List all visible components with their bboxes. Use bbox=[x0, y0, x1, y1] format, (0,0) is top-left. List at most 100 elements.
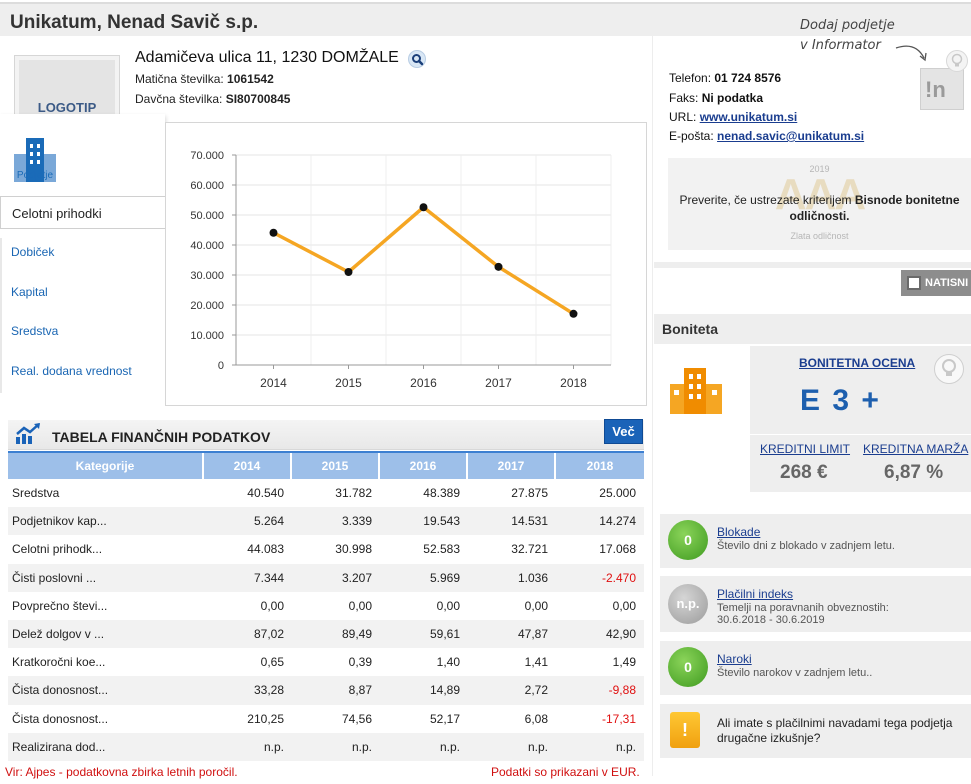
placilni-indeks-badge: n.p. bbox=[668, 584, 708, 624]
contact-email: E-pošta: nenad.savic@unikatum.si bbox=[669, 129, 864, 143]
bonitetna-ocena-link[interactable]: BONITETNA OCENA bbox=[799, 356, 916, 370]
table-row: Čisti poslovni ... 7.344 3.207 5.969 1.036 -2… bbox=[8, 563, 644, 592]
header-bar: Unikatum, Nenad Savič s.p. bbox=[0, 2, 971, 36]
maticna-line: Matična številka: 1061542 bbox=[135, 72, 274, 86]
boniteta-title-bar: Boniteta bbox=[654, 314, 971, 344]
kreditna-marza-link[interactable]: KREDITNA MARŽA bbox=[863, 442, 969, 456]
lightbulb-icon[interactable] bbox=[934, 354, 964, 384]
col-header-2018[interactable]: 2018 bbox=[556, 453, 644, 479]
table-row: Kratkoročni koe... 0,65 0,39 1,40 1,41 1,49 bbox=[8, 648, 644, 676]
naroki-desc: Število narokov v zadnjem letu.. bbox=[717, 667, 873, 679]
award-year: 2019 bbox=[809, 164, 830, 174]
print-button[interactable]: NATISNI bbox=[901, 270, 971, 296]
status-card-feedback[interactable]: ! Ali imate s plačilnimi navadami tega p… bbox=[660, 704, 971, 758]
x-tick-label: 2014 bbox=[260, 376, 287, 390]
lightbulb-icon[interactable] bbox=[946, 50, 968, 72]
row-value: 44.083 bbox=[247, 542, 284, 557]
row-value: -9,88 bbox=[556, 676, 644, 705]
printer-icon bbox=[907, 276, 921, 290]
tab-celotni-prihodki[interactable]: Celotni prihodki bbox=[0, 196, 166, 229]
informator-line2: v Informator bbox=[800, 38, 881, 53]
placilni-indeks-link[interactable]: Plačilni indeks bbox=[717, 587, 794, 601]
col-header-2015[interactable]: 2015 bbox=[292, 453, 380, 479]
row-value: 25.000 bbox=[599, 486, 636, 501]
row-value: 14.274 bbox=[556, 507, 644, 536]
status-card-placilni-indeks: n.p. Plačilni indeks Temelji na poravnan… bbox=[660, 576, 971, 632]
row-value: 1,49 bbox=[612, 655, 636, 670]
row-value: 19.543 bbox=[380, 507, 468, 536]
tab-dobicek[interactable]: Dobiček bbox=[11, 245, 55, 259]
col-header-2017[interactable]: 2017 bbox=[468, 453, 556, 479]
warning-icon: ! bbox=[670, 712, 700, 748]
arrow-icon bbox=[895, 45, 927, 62]
currency-note: Podatki so prikazani v EUR. bbox=[491, 765, 640, 779]
row-value: 0,00 bbox=[436, 598, 460, 613]
fax-label: Faks: bbox=[669, 91, 699, 105]
table-row: Delež dolgov v ... 87,02 89,49 59,61 47,87 42… bbox=[8, 619, 644, 649]
add-to-informator-note[interactable]: Dodaj podjetje v Informator bbox=[800, 16, 910, 56]
col-header-2016[interactable]: 2016 bbox=[380, 453, 468, 479]
row-label: Čisti poslovni ... bbox=[8, 563, 204, 592]
row-value: 2,72 bbox=[468, 676, 556, 705]
row-label: Delež dolgov v ... bbox=[8, 619, 204, 649]
blokade-link[interactable]: Blokade bbox=[717, 525, 761, 539]
revenue-chart-svg: 0 10.000 20.000 30.000 40.000 50.000 60.000 70.… bbox=[190, 150, 612, 390]
feedback-question: Ali imate s plačilnimi navadami tega pod… bbox=[717, 716, 953, 745]
informator-line1: Dodaj podjetje bbox=[800, 18, 895, 33]
row-value: 1,41 bbox=[524, 655, 548, 670]
naroki-badge: 0 bbox=[668, 647, 708, 687]
excellence-award-banner[interactable]: 2019 AAA Preverite, če ustrezate kriteri… bbox=[668, 158, 971, 250]
tab-real-dodana-vrednost[interactable]: Real. dodana vrednost bbox=[11, 364, 132, 378]
kreditni-limit-link[interactable]: KREDITNI LIMIT bbox=[760, 442, 851, 456]
y-tick-label: 30.000 bbox=[190, 270, 224, 282]
col-header-kategorije[interactable]: Kategorije bbox=[8, 453, 204, 479]
informator-badge[interactable]: !n bbox=[920, 68, 964, 110]
row-value: 74,56 bbox=[341, 711, 372, 726]
row-label: Povprečno števi... bbox=[12, 598, 108, 613]
row-value: n.p. bbox=[292, 732, 380, 761]
email-link[interactable]: nenad.savic@unikatum.si bbox=[717, 129, 865, 143]
column-divider bbox=[652, 36, 653, 776]
row-value: 14.531 bbox=[468, 507, 556, 536]
email-label: E-pošta: bbox=[669, 129, 714, 143]
more-button[interactable]: Več bbox=[604, 419, 643, 444]
x-tick-label: 2016 bbox=[410, 376, 437, 390]
row-value: 6,08 bbox=[524, 711, 548, 726]
row-label: Realizirana dod... bbox=[8, 732, 204, 761]
orange-building-icon bbox=[670, 368, 722, 414]
row-value: 47,87 bbox=[468, 619, 556, 649]
tab-sredstva[interactable]: Sredstva bbox=[11, 324, 59, 338]
row-value: -17,31 bbox=[601, 711, 636, 726]
row-value: 3.207 bbox=[292, 563, 380, 592]
data-point bbox=[344, 268, 353, 277]
table-row: Celotni prihodk... 44.083 30.998 52.583 32.7… bbox=[8, 535, 644, 563]
logo-placeholder: LOGOTIP bbox=[14, 55, 120, 125]
award-text-bold: Bisnode bonitetne odličnosti. bbox=[789, 193, 960, 223]
row-value: 32.721 bbox=[511, 542, 548, 557]
row-value: -2.470 bbox=[556, 563, 644, 592]
davcna-line: Davčna številka: SI80700845 bbox=[135, 92, 290, 106]
row-value: 59,61 bbox=[380, 619, 468, 649]
source-note: Vir: Ajpes - podatkovna zbirka letnih po… bbox=[5, 765, 238, 779]
davcna-value: SI80700845 bbox=[225, 92, 291, 106]
row-value: 5.264 bbox=[204, 507, 292, 536]
tab-kapital[interactable]: Kapital bbox=[11, 285, 48, 299]
col-header-2014[interactable]: 2014 bbox=[204, 453, 292, 479]
financial-table-header: TABELA FINANČNIH PODATKOV bbox=[8, 420, 644, 450]
series-line bbox=[272, 205, 575, 316]
print-button-label: NATISNI bbox=[925, 277, 969, 289]
revenue-chart: 0 10.000 20.000 30.000 40.000 50.000 60.000 70.… bbox=[165, 122, 647, 406]
row-value: 52.583 bbox=[423, 542, 460, 557]
data-point bbox=[494, 262, 503, 271]
kreditna-marza-value: 6,87 % bbox=[884, 462, 944, 483]
row-label: Kratkoročni koe... bbox=[12, 655, 106, 670]
table-accent-line bbox=[8, 451, 644, 453]
row-label: Čista donosnost... bbox=[12, 711, 109, 726]
map-search-icon[interactable] bbox=[408, 50, 426, 68]
row-value: n.p. bbox=[468, 732, 556, 761]
row-value: 8,87 bbox=[292, 676, 380, 705]
url-link[interactable]: www.unikatum.si bbox=[699, 110, 798, 124]
naroki-link[interactable]: Naroki bbox=[717, 652, 752, 666]
x-tick-label: 2015 bbox=[335, 376, 362, 390]
divider-bar bbox=[654, 262, 971, 268]
